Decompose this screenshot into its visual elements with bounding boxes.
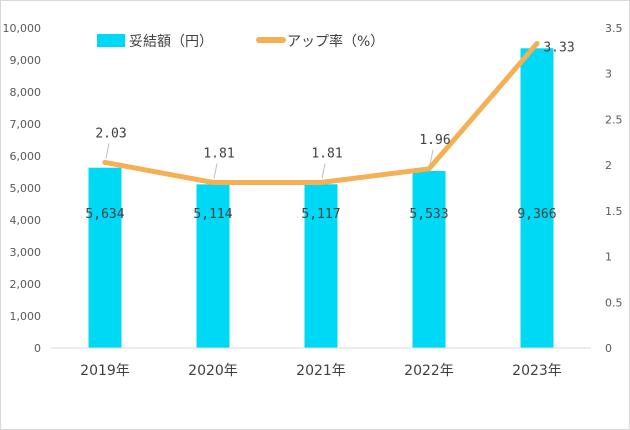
bar xyxy=(412,170,446,348)
line-point xyxy=(534,41,540,47)
y-left-tick-label: 0 xyxy=(34,342,41,355)
bar-value-label: 5,114 xyxy=(193,207,232,222)
legend-line-label: アップ率（%） xyxy=(287,33,384,50)
bar-value-label: 5,634 xyxy=(85,207,124,222)
y-left-tick-label: 6,000 xyxy=(10,150,42,163)
data-label-leader xyxy=(105,143,110,159)
line-point xyxy=(210,180,216,186)
data-label-leader xyxy=(429,149,434,165)
y-left-tick-label: 9,000 xyxy=(10,54,42,67)
line-value-label: 1.96 xyxy=(419,133,450,148)
y-left-tick-label: 5,000 xyxy=(10,182,42,195)
x-tick-label: 2023年 xyxy=(512,363,562,379)
bar-value-label: 5,117 xyxy=(301,207,340,222)
y-right-tick-label: 0.5 xyxy=(605,296,623,309)
y-left-tick-label: 8,000 xyxy=(10,86,42,99)
right-axis: 0 0.5 1 1.5 2 2.5 3 3.5 xyxy=(605,22,623,355)
category-axis: 2019年 2020年 2021年 2022年 2023年 xyxy=(80,363,562,379)
y-right-tick-label: 1 xyxy=(605,251,612,264)
data-label-leader xyxy=(213,163,218,179)
y-left-tick-label: 1,000 xyxy=(10,310,42,323)
x-tick-label: 2022年 xyxy=(404,363,454,379)
legend-bar-swatch xyxy=(97,34,125,47)
y-left-tick-label: 3,000 xyxy=(10,246,42,259)
line-series xyxy=(102,41,540,186)
bar-value-label: 9,366 xyxy=(517,207,556,222)
y-right-tick-label: 3.5 xyxy=(605,22,623,35)
bar-value-label: 5,533 xyxy=(409,207,448,222)
bar xyxy=(88,167,122,348)
x-tick-label: 2020年 xyxy=(188,363,238,379)
line-value-label: 3.33 xyxy=(543,41,574,56)
y-right-tick-label: 2 xyxy=(605,159,612,172)
line-point xyxy=(318,180,324,186)
bar xyxy=(196,184,230,348)
line-point xyxy=(426,166,432,172)
y-left-tick-label: 10,000 xyxy=(3,22,42,35)
left-axis: 0 1,000 2,000 3,000 4,000 5,000 6,000 7,000 8,00… xyxy=(3,22,42,355)
x-tick-label: 2021年 xyxy=(296,363,346,379)
bar-series xyxy=(88,48,554,349)
legend: 妥結額（円） アップ率（%） xyxy=(97,33,384,50)
y-left-tick-label: 7,000 xyxy=(10,118,42,131)
y-right-tick-label: 3 xyxy=(605,68,612,81)
line-value-label: 2.03 xyxy=(95,126,126,141)
y-left-tick-label: 4,000 xyxy=(10,214,42,227)
x-tick-label: 2019年 xyxy=(80,363,130,379)
y-right-tick-label: 2.5 xyxy=(605,113,623,126)
line-value-label: 1.81 xyxy=(311,147,342,162)
y-left-tick-label: 2,000 xyxy=(10,278,42,291)
bar xyxy=(520,48,554,349)
data-label-leader xyxy=(321,163,326,179)
legend-bar-label: 妥結額（円） xyxy=(129,34,213,50)
data-labels: 5,634 5,114 5,117 5,533 9,366 2.03 1.81 1.81 1.9… xyxy=(85,41,574,222)
bar xyxy=(304,184,338,348)
y-right-tick-label: 1.5 xyxy=(605,205,623,218)
y-right-tick-label: 0 xyxy=(605,342,612,355)
line-value-label: 1.81 xyxy=(203,147,234,162)
series-line xyxy=(102,41,540,186)
line-point xyxy=(102,159,108,165)
